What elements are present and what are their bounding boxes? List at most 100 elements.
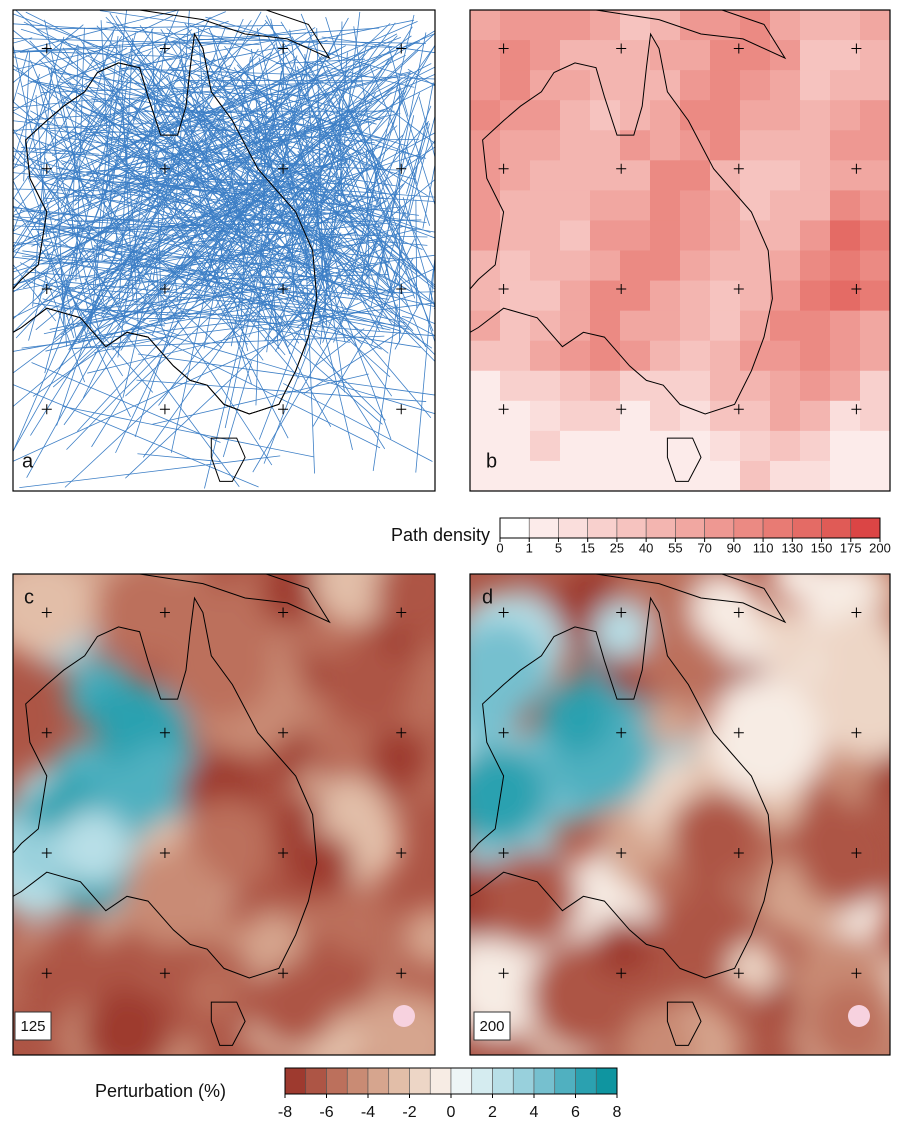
colorbar-tick-label: 200 [869,540,891,555]
colorbar-tick-label: 55 [668,540,682,555]
density-cell [860,160,891,191]
colorbar-tick-label: 4 [530,1104,539,1121]
colorbar-tick-label: 2 [488,1104,497,1121]
density-cell [650,70,681,101]
colorbar-tick-label: 70 [697,540,711,555]
density-cell [770,70,801,101]
density-cell [680,70,711,101]
density-cell [650,461,681,492]
density-cell [680,461,711,492]
density-cell [680,341,711,372]
density-cell [620,220,651,251]
density-cell [560,431,591,462]
density-cell [650,311,681,342]
density-cell [500,461,531,492]
colorbar-tick-label: 40 [639,540,653,555]
density-cell [560,281,591,312]
field-blob [56,811,130,885]
density-cell [830,70,861,101]
density-cell [470,70,501,101]
density-cell [590,70,621,101]
density-cell [800,281,831,312]
density-cell [710,160,741,191]
density-cell [680,10,711,41]
density-cell [710,70,741,101]
density-cell [740,371,771,402]
density-cell [800,431,831,462]
field-blob [186,966,239,1019]
density-cell [530,311,561,342]
density-cell [770,160,801,191]
density-cell [800,311,831,342]
density-cell [470,371,501,402]
density-cell [860,281,891,312]
field-blob [402,907,462,967]
field-blob [671,791,762,882]
density-cell [560,190,591,221]
density-cell [800,40,831,71]
density-cell [620,160,651,191]
colorbar-swatch [368,1068,389,1094]
colorbar-swatch [306,1068,327,1094]
density-cell [710,431,741,462]
density-cell [500,40,531,71]
colorbar-tick-label: 0 [496,540,503,555]
density-cell [770,461,801,492]
density-cell [530,100,561,131]
colorbar-swatch [617,518,646,538]
density-cell [590,160,621,191]
colorbar-swatch [646,518,675,538]
density-cell [710,100,741,131]
density-cell [650,40,681,71]
density-cell [740,130,771,161]
density-cell [560,251,591,282]
density-cell [590,281,621,312]
density-cell [620,251,651,282]
density-cell [530,10,561,41]
density-cell [860,40,891,71]
density-cell [560,461,591,492]
density-cell [740,401,771,432]
density-cell [860,371,891,402]
colorbar-tick-label: 110 [753,540,774,555]
density-cell [560,401,591,432]
field-blob [368,726,431,789]
density-cell [770,100,801,131]
density-cell [770,371,801,402]
density-cell [860,130,891,161]
density-cell [650,100,681,131]
colorbar-title: Perturbation (%) [95,1081,226,1101]
density-cell [860,100,891,131]
density-cell [650,251,681,282]
colorbar-swatch [675,518,704,538]
density-cell [500,220,531,251]
inset-label: 125 [20,1018,45,1035]
density-cell [500,70,531,101]
density-cell [590,431,621,462]
density-cell [470,401,501,432]
panel-a [0,10,455,491]
density-cell [770,190,801,221]
colorbar-swatch [389,1068,410,1094]
density-cell [800,10,831,41]
density-cell [740,431,771,462]
density-cell [860,461,891,492]
density-cell [530,401,561,432]
panel-b [470,10,891,492]
colorbar-swatch [851,518,880,538]
density-cell [470,281,501,312]
density-cell [710,281,741,312]
colorbar-swatch [529,518,558,538]
density-cell [770,341,801,372]
density-cell [560,311,591,342]
colorbar-swatch [410,1068,431,1094]
ray-path [434,308,452,316]
colorbar-swatch [327,1068,348,1094]
density-cell [800,160,831,191]
density-cell [740,160,771,191]
density-cell [680,311,711,342]
density-cell [590,251,621,282]
density-cell [620,401,651,432]
density-cell [620,371,651,402]
